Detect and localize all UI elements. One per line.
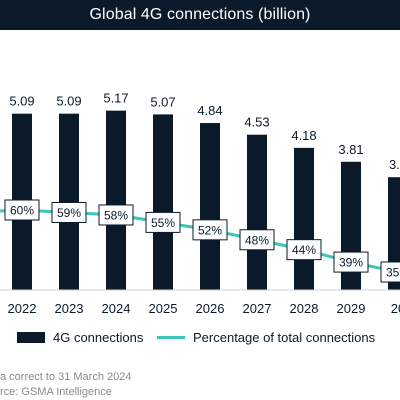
- percentage-box-2024: [98, 204, 134, 226]
- footnote-date: a correct to 31 March 2024: [0, 371, 132, 383]
- percentage-label-2027: 48%: [245, 233, 269, 247]
- bar-2023: [59, 113, 79, 290]
- chart-title: Global 4G connections (billion): [89, 6, 311, 23]
- bar-2028: [294, 147, 314, 290]
- bar-2026: [200, 123, 220, 290]
- x-tick-label-2025: 2025: [149, 301, 178, 316]
- bar-value-label-2028: 4.18: [291, 128, 316, 143]
- percentage-label-2023: 59%: [57, 206, 81, 220]
- x-tick-label-2028: 2028: [290, 301, 319, 316]
- percentage-box-2026: [192, 219, 228, 241]
- footnote-source: rce: GSMA Intelligence: [0, 386, 112, 398]
- bar-2025: [153, 114, 173, 291]
- legend-bar-swatch: [17, 332, 45, 343]
- legend-bar-label: 4G connections: [53, 330, 144, 345]
- bar-value-label-2029: 3.81: [338, 142, 363, 157]
- bar-value-label-2022: 5.09: [9, 94, 34, 109]
- percentage-label-2030: 35%: [386, 266, 400, 280]
- x-tick-label-2022: 2022: [8, 301, 37, 316]
- bar-value-label-2026: 4.84: [197, 103, 222, 118]
- x-tick-label-2023: 2023: [55, 301, 84, 316]
- bar-2027: [247, 134, 267, 290]
- percentage-box-2030: [380, 261, 400, 283]
- percentage-label-2025: 55%: [151, 216, 175, 230]
- percentage-box-2029: [333, 251, 369, 273]
- x-tick-label-2026: 2026: [196, 301, 225, 316]
- percentage-label-2024: 58%: [104, 208, 128, 222]
- percentage-box-2022: [4, 199, 40, 221]
- bar-value-label-2030: 3.4: [389, 157, 400, 172]
- legend-line-swatch: [157, 336, 185, 339]
- legend-line-label: Percentage of total connections: [193, 330, 376, 345]
- percentage-label-2029: 39%: [339, 256, 363, 270]
- x-tick-label-2030: 20: [391, 301, 400, 316]
- x-tick-label-2029: 2029: [337, 301, 366, 316]
- percentage-box-2025: [145, 211, 181, 233]
- bar-value-label-2024: 5.17: [103, 91, 128, 106]
- bar-2024: [106, 110, 126, 290]
- percentage-label-2022: 60%: [10, 204, 34, 218]
- x-tick-label-2027: 2027: [243, 301, 272, 316]
- x-tick-label-2024: 2024: [102, 301, 131, 316]
- percentage-label-2026: 52%: [198, 223, 222, 237]
- percentage-box-2027: [239, 229, 275, 251]
- percentage-box-2028: [286, 239, 322, 261]
- percentage-box-2023: [51, 201, 87, 223]
- bar-value-label-2027: 4.53: [244, 115, 269, 130]
- chart-title-bar: Global 4G connections (billion): [0, 0, 400, 30]
- bar-value-label-2023: 5.09: [56, 94, 81, 109]
- bar-value-label-2025: 5.07: [150, 94, 175, 109]
- legend: 4G connections Percentage of total conne…: [0, 330, 400, 350]
- percentage-label-2028: 44%: [292, 243, 316, 257]
- legend-item-line: Percentage of total connections: [157, 330, 375, 345]
- legend-item-bar: 4G connections: [17, 330, 143, 345]
